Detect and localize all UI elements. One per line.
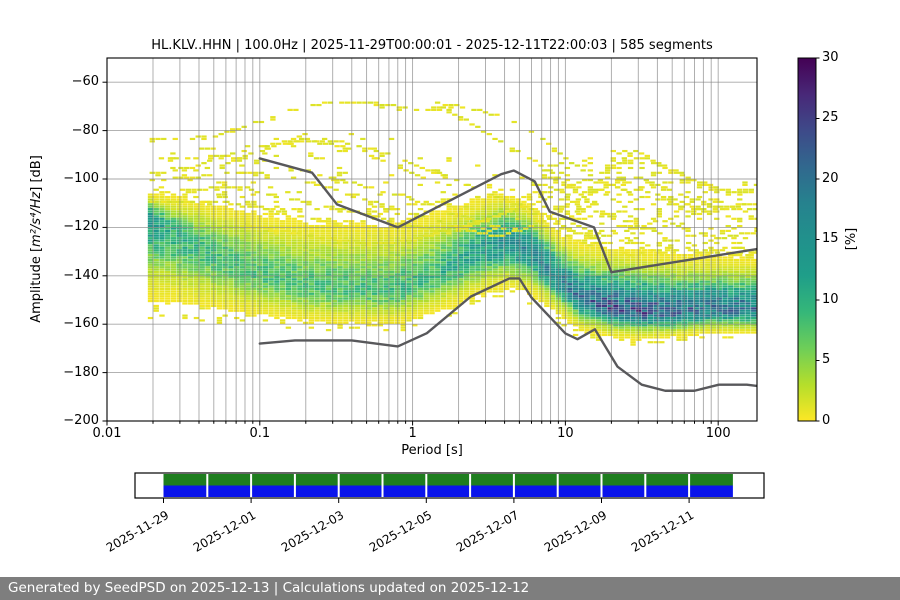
x-axis-label: Period [s] [401,443,463,458]
y-tick-label: −120 [63,219,99,234]
colorbar-tick-label: 30 [822,50,839,65]
footer-bar: Generated by SeedPSD on 2025-12-13 | Cal… [0,577,900,600]
plot-title: HL.KLV..HHN | 100.0Hz | 2025-11-29T00:00… [151,38,713,53]
colorbar-tick-label: 15 [822,231,839,246]
colorbar-tick-label: 20 [822,171,839,186]
y-tick-label: −80 [71,123,99,138]
y-tick-label: −200 [63,413,99,428]
colorbar-tick-label: 5 [822,352,831,367]
x-tick-label: 100 [705,426,731,441]
colorbar-label: [%] [844,227,859,251]
y-tick-label: −100 [63,171,99,186]
y-tick-label: −60 [71,74,99,89]
y-tick-label: −180 [63,365,99,380]
x-tick-label: 0.1 [249,426,271,441]
colorbar-tick-label: 25 [822,110,839,125]
x-tick-label: 1 [408,426,417,441]
x-tick-label: 0.01 [92,426,122,441]
x-tick-label: 10 [557,426,574,441]
colorbar-tick-label: 0 [822,413,831,428]
colorbar-tick-label: 10 [822,292,839,307]
footer-text: Generated by SeedPSD on 2025-12-13 | Cal… [8,580,530,596]
y-tick-label: −160 [63,316,99,331]
y-tick-label: −140 [63,268,99,283]
